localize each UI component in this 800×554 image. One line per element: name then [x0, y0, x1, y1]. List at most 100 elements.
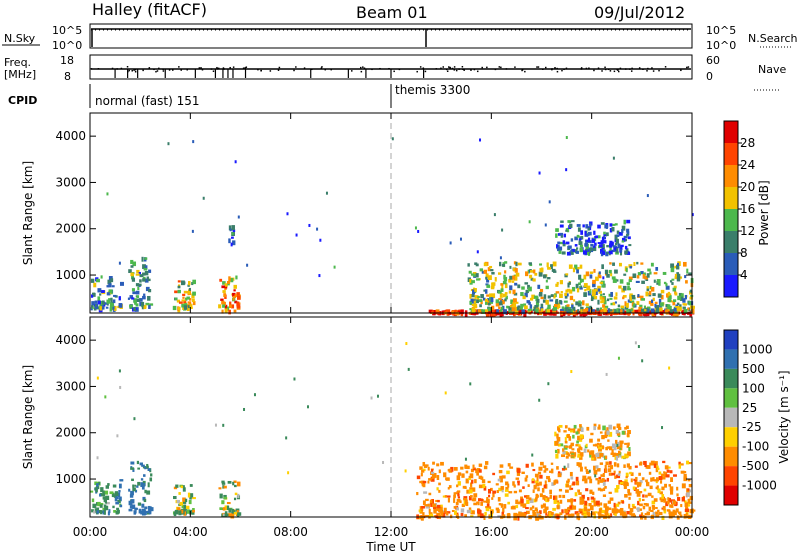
echo-cell	[612, 302, 616, 306]
echo-cell	[587, 251, 590, 255]
echo-cell	[223, 301, 226, 306]
echo-cell	[486, 294, 490, 297]
echo-cell	[224, 511, 228, 516]
echo-cell	[558, 250, 562, 254]
echo-cell	[531, 478, 535, 481]
echo-cell	[609, 497, 614, 501]
echo-cell	[631, 294, 636, 300]
echo-cell	[232, 298, 235, 301]
echo-cell	[189, 304, 193, 309]
echo-cell	[477, 498, 482, 502]
echo-cell	[223, 485, 227, 489]
echo-cell	[573, 455, 576, 459]
nave-point	[216, 66, 218, 69]
echo-cell	[433, 472, 437, 478]
echo-cell	[148, 509, 151, 514]
echo-cell	[619, 481, 624, 485]
echo-cell	[601, 285, 604, 288]
echo-cell	[132, 484, 135, 488]
echo-cell	[502, 514, 506, 519]
echo-cell	[570, 487, 574, 490]
echo-cell	[491, 497, 494, 500]
echo-cell	[591, 512, 595, 515]
echo-cell	[598, 449, 602, 452]
echo-cell	[577, 266, 580, 270]
echo-cell	[559, 512, 563, 516]
echo-cell	[575, 511, 579, 515]
echo-cell	[617, 473, 621, 476]
echo-cell	[445, 477, 450, 481]
echo-cell	[660, 480, 663, 484]
echo-cell	[604, 455, 608, 460]
echo-cell	[589, 289, 592, 294]
echo-cell	[624, 442, 628, 445]
nave-point	[604, 66, 606, 69]
echo-cell	[486, 278, 490, 283]
echo-cell	[417, 229, 420, 233]
nave-point	[580, 67, 583, 69]
echo-cell	[660, 289, 665, 294]
echo-cell	[605, 446, 608, 451]
nave-point	[651, 67, 653, 69]
echo-cell	[520, 498, 524, 504]
nave-point	[658, 69, 660, 72]
echo-cell	[542, 494, 546, 500]
nave-point	[542, 68, 544, 70]
echo-cell	[608, 431, 613, 437]
echo-cell	[491, 293, 496, 299]
nave-tick-bottom: 0	[706, 70, 713, 83]
echo-cell	[464, 457, 467, 461]
echo-cell	[222, 507, 226, 511]
echo-cell	[529, 274, 533, 279]
echo-cell	[646, 194, 649, 198]
echo-cell	[598, 445, 603, 450]
echo-cell	[515, 261, 518, 267]
echo-cell	[131, 297, 135, 300]
echo-cell	[622, 295, 627, 298]
echo-cell	[489, 265, 493, 269]
echo-cell	[567, 499, 571, 503]
echo-cell	[684, 294, 687, 300]
nave-point	[155, 70, 157, 73]
echo-cell	[119, 281, 124, 286]
echo-cell	[689, 508, 693, 514]
echo-cell	[579, 247, 583, 253]
colorbar-segment	[724, 466, 738, 486]
echo-cell	[649, 462, 652, 466]
nave-point	[455, 69, 458, 72]
echo-cell	[135, 273, 140, 276]
echo-cell	[146, 276, 149, 280]
echo-cell	[530, 277, 534, 281]
nave-point	[604, 68, 607, 71]
echo-cell	[636, 261, 639, 265]
echo-cell	[391, 137, 394, 141]
echo-cell	[614, 243, 618, 246]
echo-cell	[648, 300, 652, 305]
echo-cell	[540, 505, 544, 509]
echo-cell	[555, 233, 558, 238]
echo-cell	[659, 497, 662, 501]
echo-cell	[557, 450, 560, 454]
echo-cell	[587, 237, 591, 242]
echo-cell	[655, 477, 660, 482]
echo-cell	[665, 503, 668, 506]
nave-point	[585, 67, 588, 70]
echo-cell	[666, 293, 669, 298]
echo-cell	[632, 486, 636, 490]
echo-cell	[99, 493, 102, 497]
nave-trace	[90, 66, 690, 73]
echo-cell	[504, 298, 507, 302]
echo-cell	[226, 501, 231, 505]
x-tick-label: 00:00	[675, 525, 710, 539]
echo-cell	[600, 309, 603, 315]
echo-cell	[634, 341, 637, 345]
echo-cell	[525, 463, 529, 468]
echo-cell	[611, 508, 615, 513]
echo-cell	[144, 489, 147, 494]
echo-cell	[182, 485, 185, 488]
echo-cell	[456, 498, 461, 502]
nave-point	[201, 69, 204, 71]
echo-cell	[655, 514, 660, 518]
colorbar-segment	[724, 368, 738, 389]
echo-cell	[602, 240, 607, 244]
